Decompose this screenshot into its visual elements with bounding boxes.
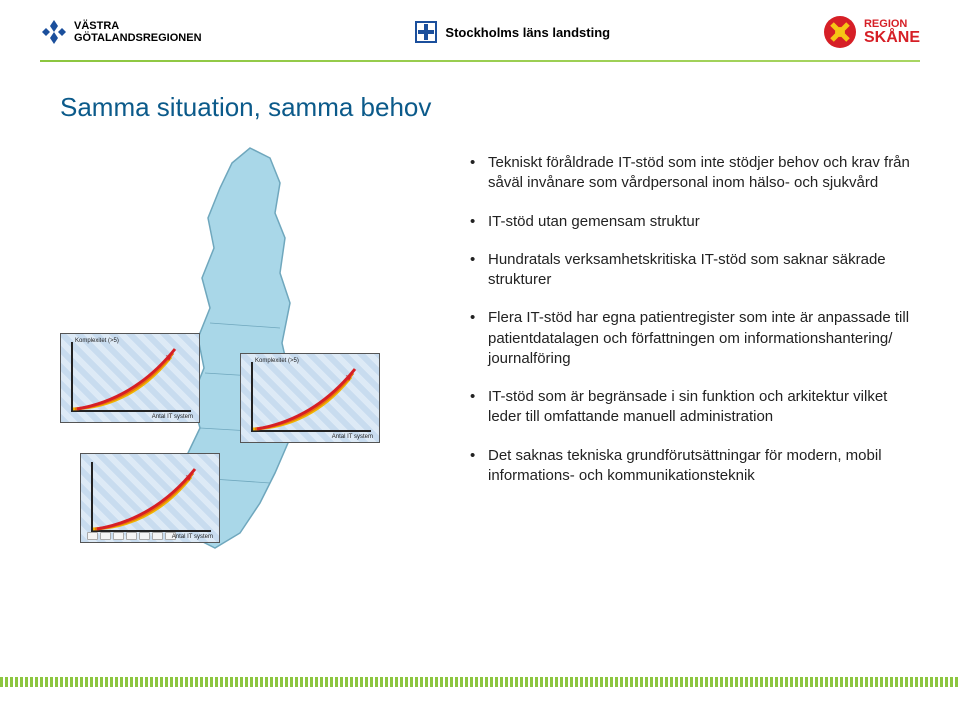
chart-x-label: Antal IT system (332, 434, 373, 440)
list-item: Tekniskt föråldrade IT-stöd som inte stö… (470, 153, 920, 194)
list-item: Det saknas tekniska grundförutsättningar… (470, 446, 920, 487)
map-area: Komplexitet (>5) Antal IT system Komplex… (60, 143, 440, 573)
header-rule (40, 60, 920, 62)
vgr-icon (40, 18, 68, 46)
complexity-chart-2: Komplexitet (>5) Antal IT system (240, 353, 380, 443)
list-item: IT-stöd som är begränsade i sin funktion… (470, 387, 920, 428)
chart-y-label: Komplexitet (>5) (255, 358, 299, 364)
chart-x-label: Antal IT system (172, 534, 213, 540)
page-title: Samma situation, samma behov (60, 92, 920, 123)
skane-line2: SKÅNE (864, 29, 920, 46)
chart-x-label: Antal IT system (152, 414, 193, 420)
skane-icon (822, 14, 858, 50)
vgr-line2: GÖTALANDSREGIONEN (74, 32, 202, 44)
chart-curve-icon (71, 347, 181, 412)
skane-text: REGION SKÅNE (864, 19, 920, 46)
logo-vgr: VÄSTRA GÖTALANDSREGIONEN (40, 18, 202, 46)
chart-curve-icon (91, 467, 201, 532)
vgr-text: VÄSTRA GÖTALANDSREGIONEN (74, 20, 202, 44)
logo-sll: Stockholms läns landsting (413, 19, 610, 45)
main-content: Komplexitet (>5) Antal IT system Komplex… (0, 143, 960, 573)
complexity-chart-1: Komplexitet (>5) Antal IT system (60, 333, 200, 423)
footer-stripe (0, 677, 960, 687)
list-item: Flera IT-stöd har egna patientregister s… (470, 308, 920, 369)
chart-curve-icon (251, 367, 361, 432)
sll-icon (413, 19, 439, 45)
sll-text: Stockholms läns landsting (445, 25, 610, 40)
keyboard-icon (87, 532, 176, 540)
list-item: Hundratals verksamhetskritiska IT-stöd s… (470, 250, 920, 291)
complexity-chart-3: Antal IT system (80, 453, 220, 543)
chart-y-label: Komplexitet (>5) (75, 338, 119, 344)
list-item: IT-stöd utan gemensam struktur (470, 212, 920, 232)
bullet-list: Tekniskt föråldrade IT-stöd som inte stö… (470, 143, 920, 573)
vgr-line1: VÄSTRA (74, 20, 119, 32)
header: VÄSTRA GÖTALANDSREGIONEN Stockholms läns… (0, 0, 960, 60)
logo-skane: REGION SKÅNE (822, 14, 920, 50)
